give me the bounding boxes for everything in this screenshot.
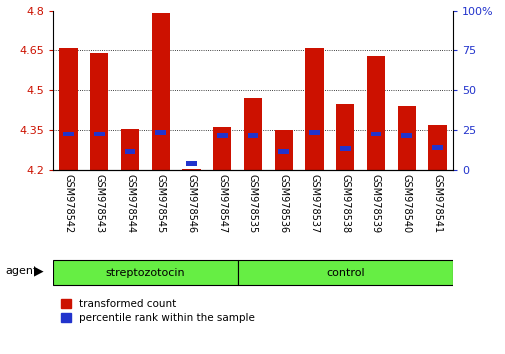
Text: agent: agent: [5, 266, 37, 276]
Bar: [397, 106, 415, 170]
Text: GSM978539: GSM978539: [370, 174, 380, 233]
Bar: [243, 98, 262, 170]
Bar: [121, 129, 139, 170]
Text: control: control: [325, 268, 364, 278]
Text: GSM978541: GSM978541: [432, 174, 441, 233]
Bar: [151, 13, 170, 170]
Text: GSM978545: GSM978545: [156, 174, 166, 233]
Bar: [63, 132, 74, 136]
Legend: transformed count, percentile rank within the sample: transformed count, percentile rank withi…: [61, 299, 255, 323]
Bar: [237, 261, 452, 285]
Text: GSM978543: GSM978543: [94, 174, 104, 233]
Bar: [400, 133, 411, 138]
Bar: [278, 149, 288, 154]
Bar: [217, 133, 227, 138]
Bar: [335, 103, 354, 170]
Bar: [213, 127, 231, 170]
Bar: [155, 131, 166, 135]
Bar: [305, 48, 323, 170]
Text: GSM978544: GSM978544: [125, 174, 135, 233]
Text: GSM978546: GSM978546: [186, 174, 196, 233]
Bar: [247, 133, 258, 138]
Text: GSM978540: GSM978540: [401, 174, 411, 233]
Text: GSM978537: GSM978537: [309, 174, 319, 233]
Bar: [124, 149, 135, 154]
Bar: [274, 130, 292, 170]
Bar: [186, 161, 196, 166]
Text: ▶: ▶: [34, 265, 44, 278]
Text: GSM978542: GSM978542: [64, 174, 73, 233]
Bar: [366, 56, 384, 170]
Bar: [309, 131, 319, 135]
Bar: [370, 132, 381, 136]
Bar: [427, 125, 446, 170]
Text: streptozotocin: streptozotocin: [106, 268, 185, 278]
Bar: [90, 53, 108, 170]
Bar: [59, 48, 78, 170]
Text: GSM978536: GSM978536: [278, 174, 288, 233]
Bar: [94, 132, 105, 136]
Text: GSM978535: GSM978535: [247, 174, 258, 233]
Text: GSM978547: GSM978547: [217, 174, 227, 233]
Bar: [182, 169, 200, 170]
Bar: [339, 147, 350, 151]
Bar: [53, 261, 237, 285]
Bar: [431, 145, 442, 150]
Text: GSM978538: GSM978538: [339, 174, 349, 233]
